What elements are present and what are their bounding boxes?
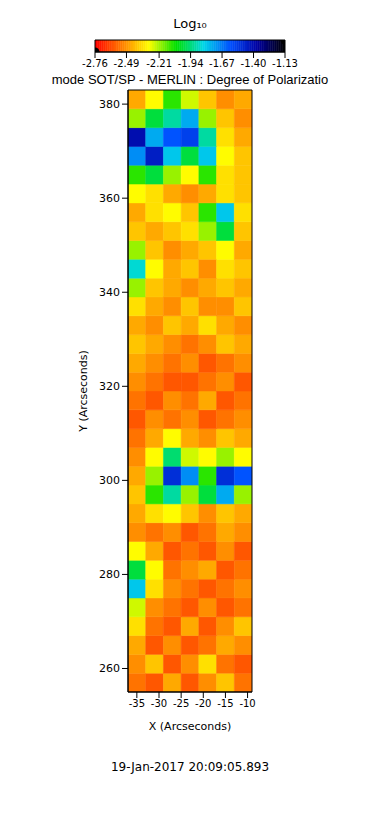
- svg-text:320: 320: [99, 380, 120, 393]
- svg-text:-25: -25: [173, 698, 189, 709]
- svg-text:-10: -10: [239, 698, 255, 709]
- svg-text:-2.49: -2.49: [114, 58, 140, 69]
- svg-text:-1.67: -1.67: [209, 58, 235, 69]
- svg-text:-1.94: -1.94: [178, 58, 204, 69]
- svg-text:-20: -20: [195, 698, 211, 709]
- html-text:Log₁₀: Log₁₀: [173, 16, 207, 31]
- svg-text:Y (Arcseconds): Y (Arcseconds): [77, 350, 90, 433]
- svg-text:300: 300: [99, 474, 120, 487]
- html-text:19-Jan-2017 20:09:05.893: 19-Jan-2017 20:09:05.893: [111, 760, 269, 774]
- svg-text:340: 340: [99, 286, 120, 299]
- svg-text:-30: -30: [151, 698, 167, 709]
- svg-text:-2.76: -2.76: [82, 58, 108, 69]
- html-text:mode SOT/SP - MERLIN : Degree: mode SOT/SP - MERLIN : Degree of Polariz…: [51, 72, 329, 87]
- svg-text:-1.13: -1.13: [272, 58, 298, 69]
- svg-text:260: 260: [99, 662, 120, 675]
- svg-text:-35: -35: [129, 698, 145, 709]
- svg-text:X (Arcseconds): X (Arcseconds): [149, 720, 231, 733]
- svg-text:-15: -15: [217, 698, 233, 709]
- svg-text:280: 280: [99, 568, 120, 581]
- svg-text:360: 360: [99, 192, 120, 205]
- svg-text:380: 380: [99, 98, 120, 111]
- svg-text:-1.40: -1.40: [241, 58, 267, 69]
- svg-text:-2.21: -2.21: [146, 58, 172, 69]
